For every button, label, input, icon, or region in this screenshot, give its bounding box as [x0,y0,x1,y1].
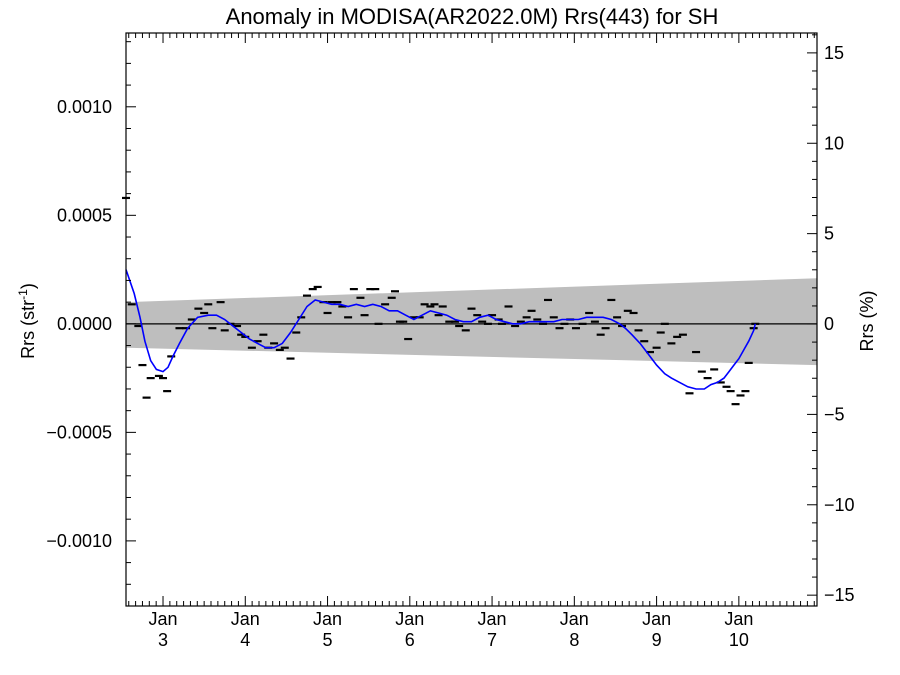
x-tick-label-month: Jan [395,609,424,629]
y2-axis-label: Rrs (%) [857,291,877,352]
chart-title: Anomaly in MODISA(AR2022.0M) Rrs(443) fo… [226,4,719,29]
x-tick-label-year: 10 [729,630,749,650]
x-tick-label-year: 9 [652,630,662,650]
y-tick-label: 0.0010 [57,97,112,117]
y2-tick-label: 0 [824,314,834,334]
x-tick-label-month: Jan [313,609,342,629]
y-tick-label: −0.0010 [46,531,112,551]
x-tick-label-month: Jan [724,609,753,629]
tick-labels-layer: Jan3Jan4Jan5Jan6Jan7Jan8Jan9Jan100.00100… [46,43,854,650]
y-tick-label: 0.0005 [57,205,112,225]
smoothed-anomaly-line [125,269,757,390]
x-tick-label-month: Jan [560,609,589,629]
x-tick-label-month: Jan [642,609,671,629]
x-tick-label-month: Jan [231,609,260,629]
x-tick-label-year: 7 [487,630,497,650]
x-tick-label-year: 6 [405,630,415,650]
y-axis-label: Rrs (str-1) [16,283,38,359]
x-tick-label-year: 8 [569,630,579,650]
y2-tick-label: −10 [824,495,855,515]
axis-ticks-layer [126,33,817,606]
x-tick-label-month: Jan [149,609,178,629]
y-axis-label-close: ) [18,283,38,289]
y2-tick-label: 5 [824,224,834,244]
y-tick-label: 0.0000 [57,314,112,334]
y2-tick-label: 10 [824,133,844,153]
y2-tick-label: −5 [824,404,845,424]
x-tick-label-year: 5 [323,630,333,650]
y-axis-label-superscript: -1 [16,289,30,300]
y-tick-label: −0.0005 [46,422,112,442]
x-tick-label-year: 3 [158,630,168,650]
y2-tick-label: 15 [824,43,844,63]
y2-tick-label: −15 [824,585,855,605]
x-tick-label-year: 4 [240,630,250,650]
x-tick-label-month: Jan [478,609,507,629]
